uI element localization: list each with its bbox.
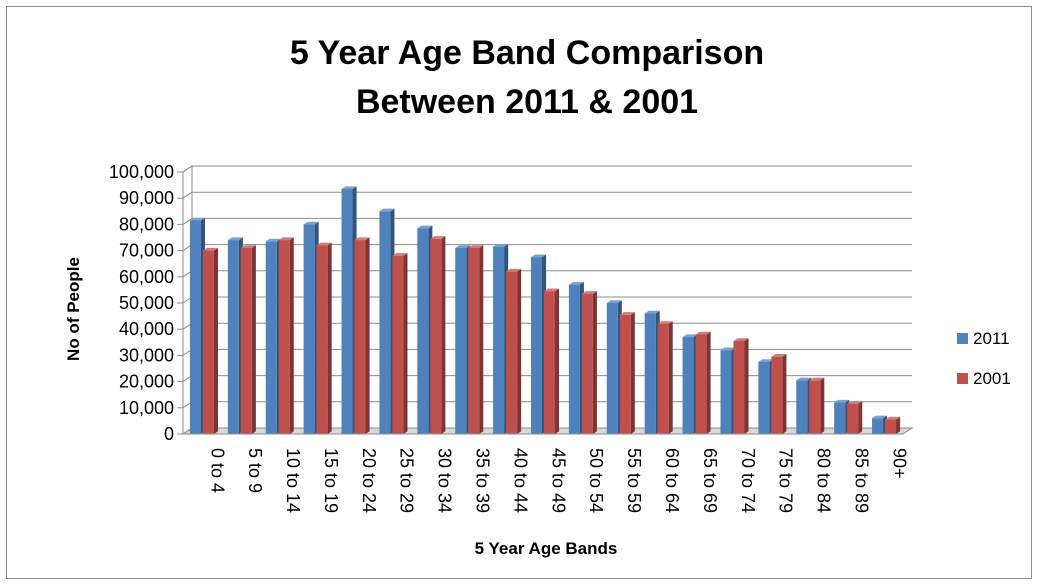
y-tick-label: 0: [164, 424, 174, 444]
bar-2001-6: [392, 253, 408, 434]
bar-2011-16: [758, 359, 774, 434]
bar-2011-4: [303, 221, 319, 434]
chart-title-line-1: 5 Year Age Band Comparison: [290, 34, 764, 72]
legend-swatch-2011: [957, 333, 968, 344]
bar-2011-15: [720, 347, 736, 434]
bar-2011-5: [341, 186, 357, 434]
y-tick-label: 70,000: [119, 241, 174, 261]
bar-2001-2: [240, 245, 256, 434]
bar-2001-12: [619, 312, 635, 434]
chart-frame: 5 Year Age Band Comparison Between 2011 …: [6, 6, 1032, 579]
bar-2011-19: [872, 415, 888, 434]
x-tick-label: 75 to 79: [776, 448, 796, 513]
x-tick-label: 65 to 69: [700, 448, 720, 513]
y-tick-label: 30,000: [119, 345, 174, 365]
bar-2011-8: [455, 245, 471, 434]
x-tick-label: 0 to 4: [207, 448, 227, 493]
plot-area: 0 10,000 20,000 30,000 40,000 50,000 60,000 70,…: [109, 162, 914, 513]
bar-2011-12: [606, 300, 622, 434]
bar-2001-15: [733, 338, 749, 434]
bar-2011-1: [189, 217, 205, 434]
bar-2011-3: [265, 238, 281, 434]
bar-2001-7: [430, 236, 446, 434]
bar-2011-17: [796, 377, 812, 434]
y-tick-label: 80,000: [119, 214, 174, 234]
y-tick-label: 10,000: [119, 398, 174, 418]
bar-2001-19: [885, 416, 901, 434]
bar-2011-7: [417, 225, 433, 434]
bar-2001-3: [278, 237, 294, 434]
bar-2011-14: [682, 334, 698, 434]
x-tick-label: 10 to 14: [283, 448, 303, 513]
bar-2001-8: [468, 245, 484, 434]
y-tick-label: 20,000: [119, 372, 174, 392]
y-axis-title: No of People: [64, 257, 83, 361]
x-tick-label: 45 to 49: [548, 448, 568, 513]
y-tick-label: 50,000: [119, 293, 174, 313]
bar-2001-5: [354, 237, 370, 434]
bar-2001-9: [506, 268, 522, 434]
x-tick-label: 25 to 29: [397, 448, 417, 513]
x-tick-label: 70 to 74: [738, 448, 758, 513]
bar-2001-16: [771, 354, 787, 434]
bar-2011-11: [568, 281, 584, 434]
bar-2011-18: [834, 399, 850, 434]
bar-2011-13: [644, 310, 660, 434]
y-tick-label: 60,000: [119, 267, 174, 287]
gridline-depth: [182, 191, 193, 199]
bar-2011-10: [531, 254, 547, 434]
legend-label-2001: 2001: [973, 369, 1011, 388]
x-tick-label: 20 to 24: [359, 448, 379, 513]
gridline-depth: [182, 217, 193, 225]
legend: 2011 2001: [957, 329, 1011, 388]
bar-2011-6: [379, 208, 395, 434]
bar-2001-13: [657, 321, 673, 434]
bar-2011-2: [227, 237, 243, 434]
y-tick-label: 90,000: [119, 188, 174, 208]
gridline-depth: [182, 165, 193, 173]
bar-2001-17: [809, 377, 825, 434]
y-tick-label: 100,000: [109, 162, 174, 182]
chart-title-line-2: Between 2011 & 2001: [356, 83, 698, 121]
bar-chart: 5 Year Age Band Comparison Between 2011 …: [64, 34, 1011, 558]
x-tick-label: 30 to 34: [435, 448, 455, 513]
x-tick-label: 80 to 84: [814, 448, 834, 513]
legend-label-2011: 2011: [973, 329, 1010, 348]
bar-2001-18: [847, 401, 863, 434]
x-tick-label: 50 to 54: [586, 448, 606, 513]
bar-2001-14: [695, 331, 711, 434]
bar-2001-10: [544, 288, 560, 434]
x-tick-label: 40 to 44: [510, 448, 530, 513]
x-axis-title: 5 Year Age Bands: [475, 539, 618, 558]
bar-2001-4: [316, 242, 332, 434]
x-tick-label: 55 to 59: [624, 448, 644, 513]
x-tick-label: 85 to 89: [851, 448, 871, 513]
bar-2001-1: [202, 247, 218, 434]
bar-2001-11: [581, 291, 597, 434]
x-tick-label: 15 to 19: [321, 448, 341, 513]
x-tick-label: 5 to 9: [245, 448, 265, 493]
bar-2011-9: [493, 243, 509, 434]
x-tick-label: 60 to 64: [662, 448, 682, 513]
y-tick-label: 40,000: [119, 319, 174, 339]
x-tick-label: 90+: [889, 448, 909, 479]
x-tick-label: 35 to 39: [473, 448, 493, 513]
legend-swatch-2001: [957, 373, 968, 384]
